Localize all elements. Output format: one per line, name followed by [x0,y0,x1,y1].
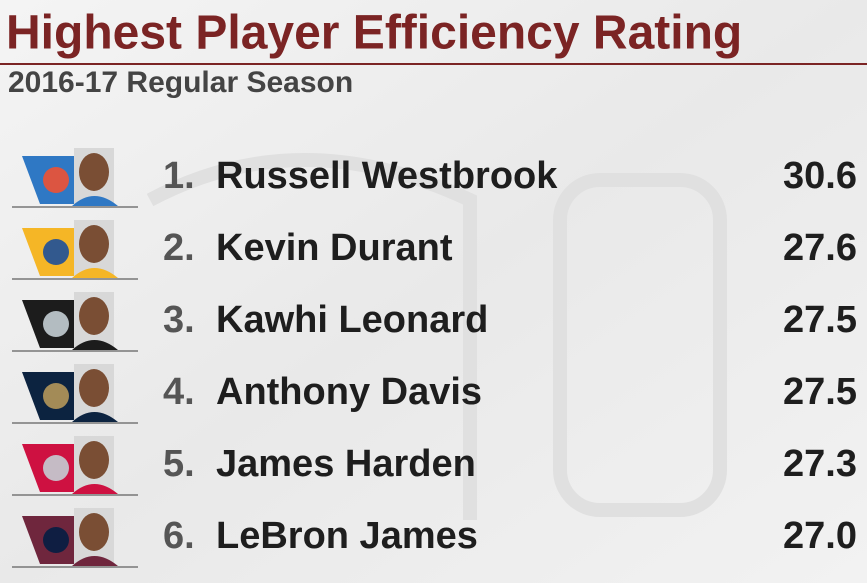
headshot-face [79,369,109,407]
per-value: 27.5 [783,371,857,413]
row: 6. LeBron James 27.0 [12,508,857,568]
player-name: Kevin Durant [216,227,453,269]
headshot-face [79,225,109,263]
row: 3. Kawhi Leonard 27.5 [12,292,857,352]
rank: 4. [163,371,195,413]
headshot-jersey [72,484,118,494]
player-name: Anthony Davis [216,371,482,413]
subtitle: 2016-17 Regular Season [8,66,353,99]
background-watermark [146,153,727,520]
headshot-jersey [72,196,118,206]
headshot-jersey [72,556,118,566]
player-name: Russell Westbrook [216,155,558,197]
team-logo [43,167,69,193]
per-value: 27.5 [783,299,857,341]
team-logo [43,383,69,409]
row: 1. Russell Westbrook 30.6 [12,148,857,208]
per-value: 27.6 [783,227,857,269]
player-name: Kawhi Leonard [216,299,488,341]
headshot-face [79,153,109,191]
per-value: 27.0 [783,515,857,557]
rank: 6. [163,515,195,557]
row: 5. James Harden 27.3 [12,436,857,496]
team-logo [43,455,69,481]
team-logo [43,239,69,265]
rows: 1. Russell Westbrook 30.6 2. Kevin Durant 27.… [12,148,857,568]
title: Highest Player Efficiency Rating [6,7,742,60]
headshot-face [79,297,109,335]
headshot-jersey [72,340,118,350]
headshot-jersey [72,412,118,422]
row: 2. Kevin Durant 27.6 [12,220,857,280]
rank: 5. [163,443,195,485]
rank: 3. [163,299,195,341]
row: 4. Anthony Davis 27.5 [12,364,857,424]
per-value: 30.6 [783,155,857,197]
headshot-face [79,441,109,479]
rank: 2. [163,227,195,269]
player-name: James Harden [216,443,476,485]
rank: 1. [163,155,195,197]
headshot-jersey [72,268,118,278]
headshot-face [79,513,109,551]
team-logo [43,527,69,553]
per-value: 27.3 [783,443,857,485]
team-logo [43,311,69,337]
player-name: LeBron James [216,515,478,557]
